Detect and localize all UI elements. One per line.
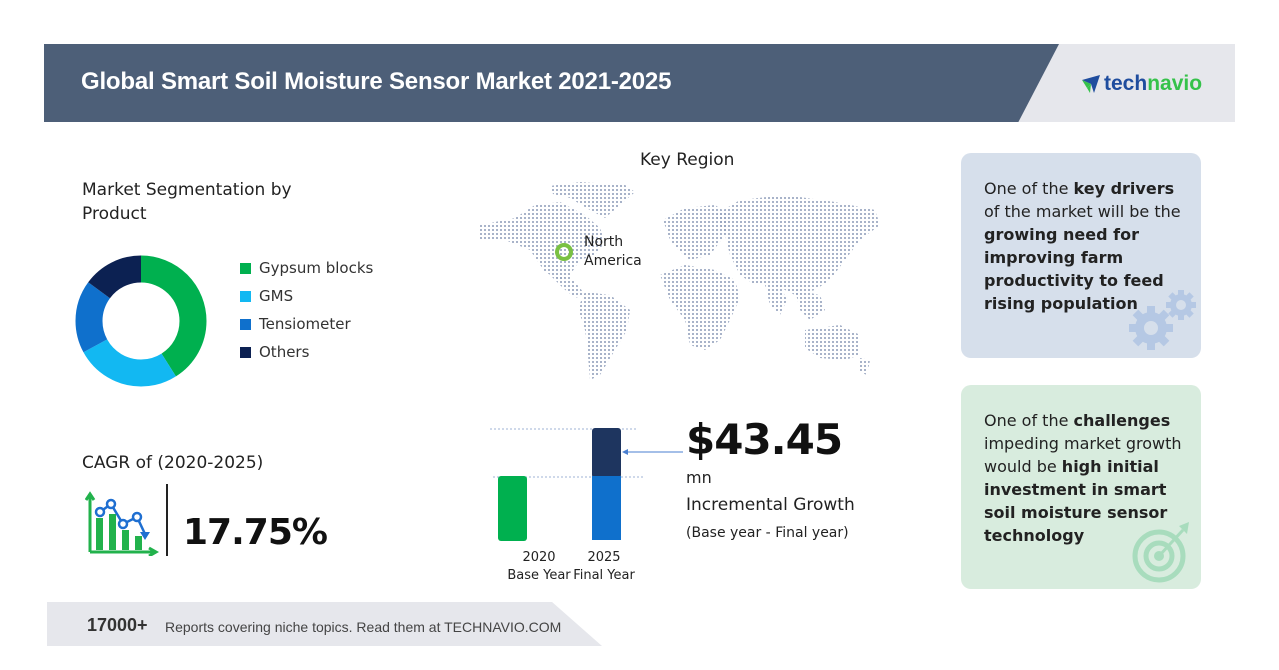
segmentation-title: Market Segmentation by Product: [82, 180, 292, 224]
legend-label: Others: [259, 343, 310, 361]
header-banner: Global Smart Soil Moisture Sensor Market…: [44, 44, 1235, 122]
legend-item-gms: GMS: [240, 282, 373, 310]
region-label: North America: [584, 233, 642, 271]
footer-text-link[interactable]: Reports covering niche topics. Read them…: [165, 619, 562, 635]
incremental-growth-sublabel: (Base year - Final year): [686, 525, 849, 541]
incremental-growth-bar-chart: [490, 428, 683, 541]
key-drivers-card: One of the key drivers of the market wil…: [961, 153, 1201, 358]
bar-year: 2020: [522, 550, 556, 565]
key-region-title: Key Region: [640, 150, 735, 170]
challenges-bold-2: high initial investment in smart soil mo…: [984, 457, 1168, 545]
legend-label: GMS: [259, 287, 294, 305]
footer-report-count: 17000+: [87, 615, 148, 635]
legend-item-others: Others: [240, 338, 373, 366]
technavio-logo[interactable]: tech navio: [1081, 72, 1202, 96]
logo-text-navio: navio: [1147, 72, 1203, 95]
incremental-growth-unit: mn: [686, 468, 712, 487]
bar-year: 2025: [587, 550, 621, 565]
challenges-text-2: impeding market growth would be: [984, 434, 1182, 476]
region-marker-north-america[interactable]: [555, 243, 573, 261]
cagr-title: CAGR of (2020-2025): [82, 453, 264, 473]
region-label-line1: North: [584, 234, 624, 250]
cagr-value: 17.75%: [183, 512, 328, 553]
footer-banner[interactable]: 17000+ Reports covering niche topics. Re…: [47, 602, 602, 646]
challenges-text: One of the challenges impeding market gr…: [984, 409, 1183, 547]
drivers-text: One of the key drivers of the market wil…: [984, 177, 1183, 315]
challenges-bold-1: challenges: [1073, 411, 1171, 430]
legend-label: Tensiometer: [259, 315, 351, 333]
header-band: [44, 44, 1059, 122]
legend-label: Gypsum blocks: [259, 259, 374, 277]
incremental-growth-label: Incremental Growth: [686, 495, 855, 515]
bar-2020: [498, 476, 527, 541]
legend-swatch-green: [240, 262, 251, 274]
segmentation-donut-chart: [75, 255, 207, 387]
incremental-growth-value: $43.45: [686, 415, 843, 464]
bar-2025-increment: [592, 428, 621, 478]
bar-2025-base: [592, 476, 621, 540]
legend-swatch-cyan: [240, 290, 251, 302]
donut-segment-gms: [75, 255, 207, 387]
donut-segment-tensiometer: [75, 255, 207, 387]
legend-swatch-navy: [240, 346, 251, 358]
drivers-bold-2: growing need for improving farm producti…: [984, 225, 1164, 313]
bar-caption: Base Year: [507, 568, 571, 583]
drivers-text-1: One of the: [984, 179, 1074, 198]
target-icon: [1132, 522, 1189, 583]
growth-chart-icon: [85, 491, 159, 556]
bar-label-2025: 2025 Final Year: [564, 549, 644, 585]
logo-text-tech: tech: [1104, 72, 1148, 95]
gears-icon: [1129, 290, 1196, 350]
page-title: Global Smart Soil Moisture Sensor Market…: [81, 68, 672, 95]
segmentation-legend: Gypsum blocks GMS Tensiometer Others: [240, 254, 373, 366]
legend-item-tensiometer: Tensiometer: [240, 310, 373, 338]
legend-swatch-blue: [240, 318, 251, 330]
challenges-text-1: One of the: [984, 411, 1074, 430]
world-dot-map: [480, 182, 880, 380]
donut-segment-others: [75, 255, 207, 387]
technavio-arrow-icon: [1082, 75, 1100, 93]
drivers-bold-1: key drivers: [1073, 179, 1175, 198]
legend-item-gypsum: Gypsum blocks: [240, 254, 373, 282]
region-label-line2: America: [584, 253, 642, 269]
challenges-card: One of the challenges impeding market gr…: [961, 385, 1201, 589]
bar-caption: Final Year: [573, 568, 635, 583]
cagr-divider: [166, 484, 168, 556]
drivers-text-2: of the market will be the: [984, 202, 1181, 221]
bar-label-2020: 2020 Base Year: [499, 549, 579, 585]
